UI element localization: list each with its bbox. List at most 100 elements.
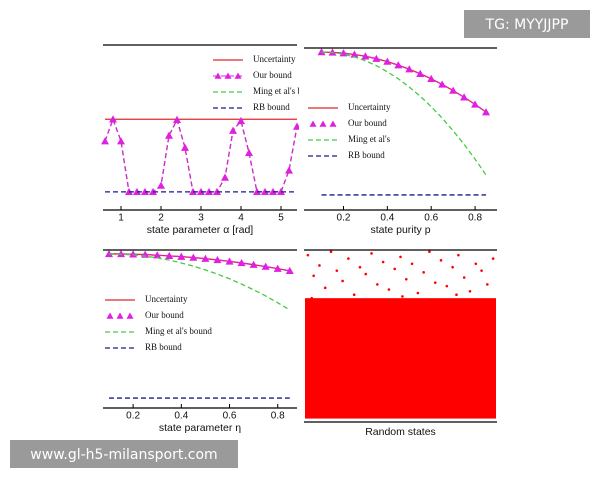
scatter-point (451, 265, 454, 269)
triangle-marker (249, 260, 258, 268)
scatter-point (474, 262, 478, 266)
x-tick-label: 0.4 (174, 411, 188, 422)
scatter-point (376, 283, 379, 286)
scatter-point (354, 300, 358, 303)
triangle-marker (285, 166, 293, 174)
legend-swatch (234, 72, 242, 79)
scatter-point (399, 255, 402, 259)
triangle-marker (105, 249, 114, 258)
legend-label: Our bound (348, 118, 387, 128)
scatter-point (306, 253, 310, 257)
scatter-point (364, 272, 368, 276)
legend-label: RB bound (145, 342, 182, 352)
triangle-marker (405, 65, 414, 73)
triangle-marker (213, 255, 222, 264)
triangle-marker (245, 148, 253, 156)
legend-label: Ming et al's (348, 134, 391, 144)
scatter-point (416, 291, 420, 295)
triangle-marker (165, 131, 173, 139)
triangle-marker (229, 126, 237, 134)
scatter-point (381, 260, 385, 264)
scatter-point (387, 288, 391, 291)
panel: Uncertainty Our bound Ming et al's bound RB… (101, 44, 320, 236)
legend-label: RB bound (348, 150, 385, 160)
series-line (109, 253, 290, 272)
x-tick-label: 0.2 (337, 213, 351, 224)
legend-label: Ming et al's bound (145, 326, 212, 336)
scatter-point (318, 264, 321, 267)
series-line (104, 117, 298, 193)
triangle-marker (237, 116, 245, 125)
scatter-point (480, 269, 483, 272)
scatter-point (347, 257, 350, 260)
triangle-marker (438, 80, 447, 88)
x-tick-label: 4 (238, 213, 244, 224)
scatter-point (455, 293, 458, 297)
triangle-marker (117, 249, 126, 258)
legend-swatch (319, 120, 327, 127)
legend-swatch (126, 312, 134, 319)
triangle-marker (153, 251, 162, 259)
series-line (104, 117, 298, 193)
triangle-marker (117, 137, 125, 145)
x-axis-label: state parameter α [rad] (147, 224, 254, 236)
x-axis-label: state parameter η (159, 422, 241, 434)
scatter-point (462, 276, 466, 279)
legend-swatch (224, 72, 232, 79)
triangle-marker (225, 257, 234, 265)
triangle-marker (372, 54, 381, 62)
panel: Uncertainty Our bound Ming et al's bound RB… (100, 244, 299, 440)
watermark-box (10, 440, 238, 468)
x-tick-label: 3 (198, 213, 204, 224)
triangle-marker (261, 262, 270, 270)
triangle-marker (350, 50, 359, 58)
legend-swatch (309, 120, 317, 127)
legend-label: Uncertainty (348, 102, 391, 112)
scatter-point (433, 281, 437, 284)
triangle-marker (177, 252, 186, 260)
scatter-point (327, 302, 331, 305)
x-tick-label: 1 (118, 213, 124, 224)
watermark: www.gl-h5-milansport.com (30, 447, 217, 463)
legend-label: Our bound (253, 70, 292, 80)
panel: Uncertainty Our bound Ming et al's RB bound… (299, 40, 500, 240)
legend-swatch (214, 72, 222, 79)
triangle-marker (237, 258, 246, 267)
panel: Random states (299, 244, 500, 440)
triangle-marker (201, 254, 210, 262)
scatter-point (393, 267, 397, 271)
x-axis-label: Random states (365, 426, 436, 438)
legend-swatch (116, 312, 124, 319)
series-line (321, 51, 487, 113)
triangle-marker (427, 74, 436, 82)
triangle-marker (383, 57, 392, 65)
x-tick-label: 0.6 (223, 411, 237, 422)
scatter-point (341, 279, 344, 283)
series-line (109, 253, 291, 311)
scatter-point (329, 250, 333, 254)
watermark: TG: MYYJJPP (485, 17, 569, 33)
scatter-point (468, 289, 472, 293)
legend-swatch (106, 312, 114, 319)
dense-region (305, 298, 496, 419)
legend-label: Uncertainty (253, 54, 296, 64)
legend-label: Ming et al's bound (253, 86, 320, 96)
scatter-point (352, 293, 356, 297)
triangle-marker (173, 115, 181, 123)
legend-swatch (329, 120, 337, 127)
scatter-point (439, 259, 443, 262)
scatter-point (312, 274, 315, 278)
scatter-point (370, 252, 373, 255)
triangle-marker (221, 173, 229, 181)
scatter-point (404, 277, 408, 281)
triangle-marker (273, 264, 282, 272)
triangle-marker (101, 137, 109, 145)
triangle-marker (189, 253, 198, 261)
triangle-marker (471, 100, 480, 108)
triangle-marker (165, 251, 174, 260)
x-tick-label: 0.8 (271, 411, 285, 422)
scatter-point (358, 265, 362, 269)
triangle-marker (449, 86, 458, 94)
triangle-marker (317, 48, 326, 56)
